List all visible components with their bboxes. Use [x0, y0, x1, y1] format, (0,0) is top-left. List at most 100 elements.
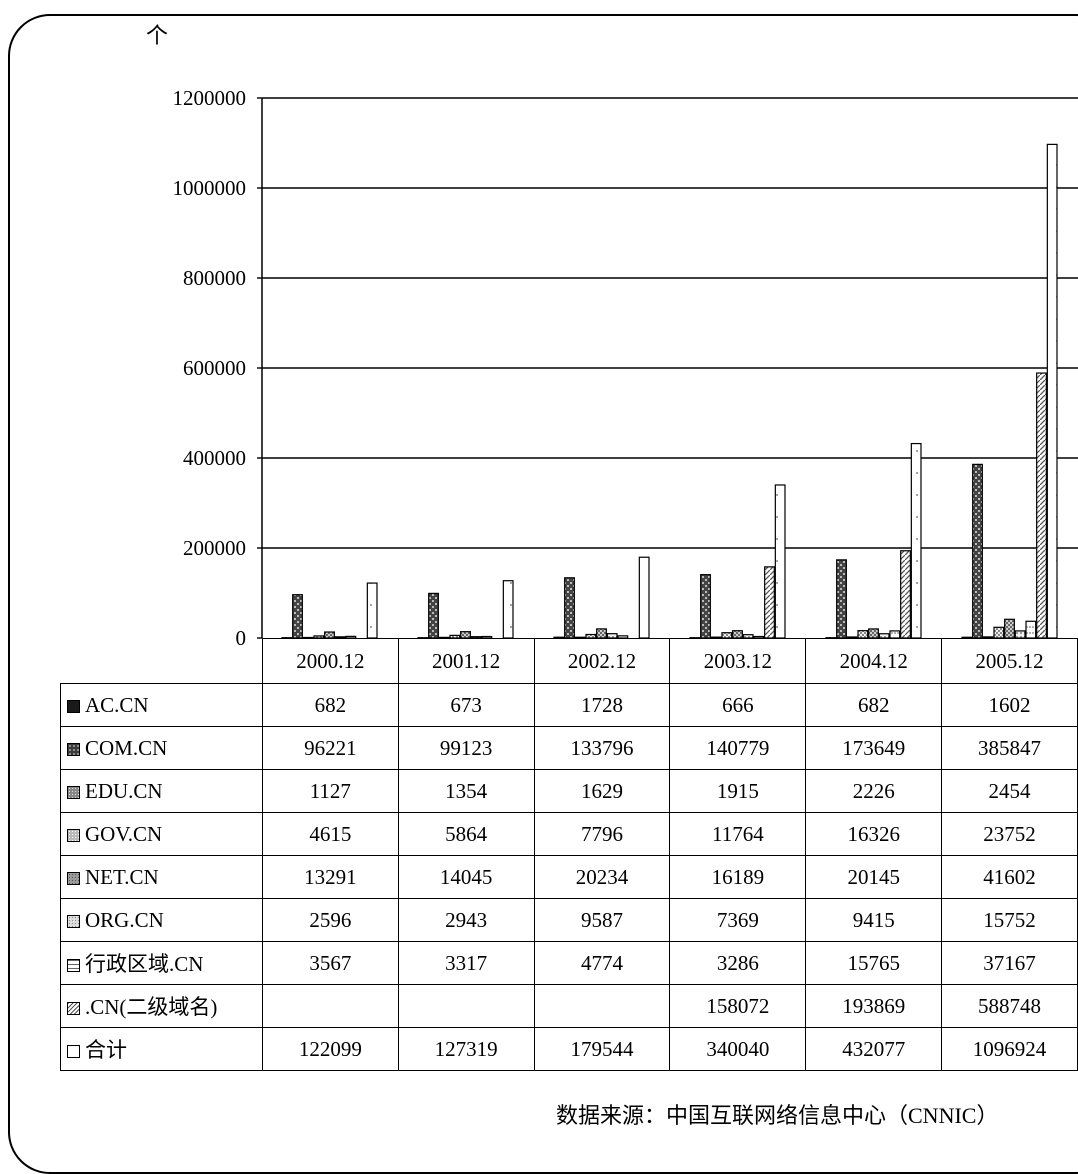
table-cell: 673	[397, 683, 535, 727]
y-tick-label: 0	[236, 626, 247, 650]
legend-swatch	[67, 1002, 80, 1015]
bar-gov-2002.12	[585, 633, 597, 639]
table-cell: 122099	[261, 1027, 399, 1071]
bar-total-2000.12	[366, 582, 378, 639]
table-cell: 9587	[533, 898, 671, 942]
table-cell	[533, 984, 671, 1028]
table-cell: 1127	[261, 769, 399, 813]
bar-gov-2004.12	[857, 630, 869, 639]
table-cell: 588748	[941, 984, 1078, 1028]
table-cell: 1354	[397, 769, 535, 813]
table-cell: 158072	[669, 984, 807, 1028]
legend-swatch	[67, 742, 80, 756]
table-cell: 20234	[533, 855, 671, 899]
category-label: 2001.12	[397, 638, 535, 684]
table-cell: 9415	[805, 898, 943, 942]
bar-total-2005.12	[1046, 143, 1058, 639]
table-cell: 11764	[669, 812, 807, 856]
table-row: 行政区域.CN 3567 3317 4774 3286 15765 37167	[60, 941, 1078, 985]
table-cell: 7796	[533, 812, 671, 856]
data-source-note: 数据来源：中国互联网络信息中心（CNNIC）	[556, 1103, 999, 1128]
table-cell: 666	[669, 683, 807, 727]
bar-net-2001.12	[460, 631, 471, 639]
table-cell: 99123	[397, 726, 535, 770]
y-axis-unit-label: 个	[146, 23, 169, 48]
category-label: 2004.12	[805, 638, 943, 684]
bar-org-2003.12	[742, 634, 754, 639]
bar-edu-2000.12	[302, 636, 314, 639]
bar-net-2002.12	[596, 628, 607, 639]
table-cell: 385847	[941, 726, 1078, 770]
bar-net-2005.12	[1004, 618, 1015, 639]
legend-entry: 合计	[60, 1027, 263, 1071]
bar-total-2004.12	[910, 442, 922, 639]
table-cell: 1915	[669, 769, 807, 813]
bar-total-2002.12	[638, 556, 650, 639]
table-row: ORG.CN 2596 2943 9587 7369 9415 15752	[60, 898, 1078, 942]
gridlines	[257, 97, 1078, 639]
y-tick-label: 800000	[183, 266, 246, 290]
legend-label: 行政区域.CN	[85, 952, 204, 976]
table-cell: 4615	[261, 812, 399, 856]
legend-entry: EDU.CN	[60, 769, 263, 813]
table-cell: 5864	[397, 812, 535, 856]
bar-cn2-2003.12	[764, 566, 775, 639]
table-cell: 3286	[669, 941, 807, 985]
table-row: 合计 122099 127319 179544 340040 432077 1096924	[60, 1027, 1078, 1071]
table-cell: 2943	[397, 898, 535, 942]
bar-ac-2002.12	[553, 636, 565, 639]
table-cell: 16326	[805, 812, 943, 856]
legend-swatch	[67, 785, 80, 799]
table-cell: 173649	[805, 726, 943, 770]
bar-cn2-2005.12	[1036, 372, 1047, 639]
table-cell: 682	[805, 683, 943, 727]
category-label: 2000.12	[261, 638, 399, 684]
bars	[281, 143, 1058, 639]
table-row: GOV.CN 4615 5864 7796 11764 16326 23752	[60, 812, 1078, 856]
legend-label: 合计	[85, 1038, 127, 1062]
y-tick-label: 400000	[183, 446, 246, 470]
table-cell: 20145	[805, 855, 943, 899]
table-cell: 1602	[941, 683, 1078, 727]
bar-com-2003.12	[700, 574, 711, 639]
table-cell: 1728	[533, 683, 671, 727]
bar-net-2003.12	[732, 630, 743, 639]
legend-swatch	[67, 959, 80, 972]
bar-region-2004.12	[889, 630, 901, 639]
table-cell: 682	[261, 683, 399, 727]
legend-swatch	[67, 914, 80, 928]
table-cell: 133796	[533, 726, 671, 770]
table-cell: 193869	[805, 984, 943, 1028]
bar-com-2001.12	[428, 592, 439, 639]
bar-com-2004.12	[836, 559, 847, 639]
legend-entry: NET.CN	[60, 855, 263, 899]
y-tick-label: 1000000	[173, 176, 247, 200]
table-cell: 1629	[533, 769, 671, 813]
legend-label: GOV.CN	[85, 821, 163, 846]
legend-swatch	[67, 1045, 80, 1058]
legend-entry: AC.CN	[60, 683, 263, 727]
y-tick-label: 200000	[183, 536, 246, 560]
bar-com-2000.12	[292, 594, 303, 639]
legend-entry: ORG.CN	[60, 898, 263, 942]
legend-swatch	[67, 699, 80, 713]
table-cell: 2454	[941, 769, 1078, 813]
table-cell: 2596	[261, 898, 399, 942]
category-label: 2002.12	[533, 638, 671, 684]
legend-swatch	[67, 828, 80, 842]
bar-total-2001.12	[502, 580, 514, 639]
legend-label: NET.CN	[85, 864, 159, 889]
legend-label: ORG.CN	[85, 907, 164, 932]
table-cell: 2226	[805, 769, 943, 813]
legend-entry: COM.CN	[60, 726, 263, 770]
bar-region-2005.12	[1025, 620, 1037, 639]
y-tick-label: 1200000	[173, 86, 247, 110]
table-cell: 3567	[261, 941, 399, 985]
table-cell: 16189	[669, 855, 807, 899]
table-cell: 15752	[941, 898, 1078, 942]
table-row: EDU.CN 1127 1354 1629 1915 2226 2454	[60, 769, 1078, 813]
bar-total-2003.12	[774, 484, 786, 639]
bar-com-2002.12	[564, 577, 575, 639]
legend-entry: .CN(二级域名)	[60, 984, 263, 1028]
table-cell: 127319	[397, 1027, 535, 1071]
